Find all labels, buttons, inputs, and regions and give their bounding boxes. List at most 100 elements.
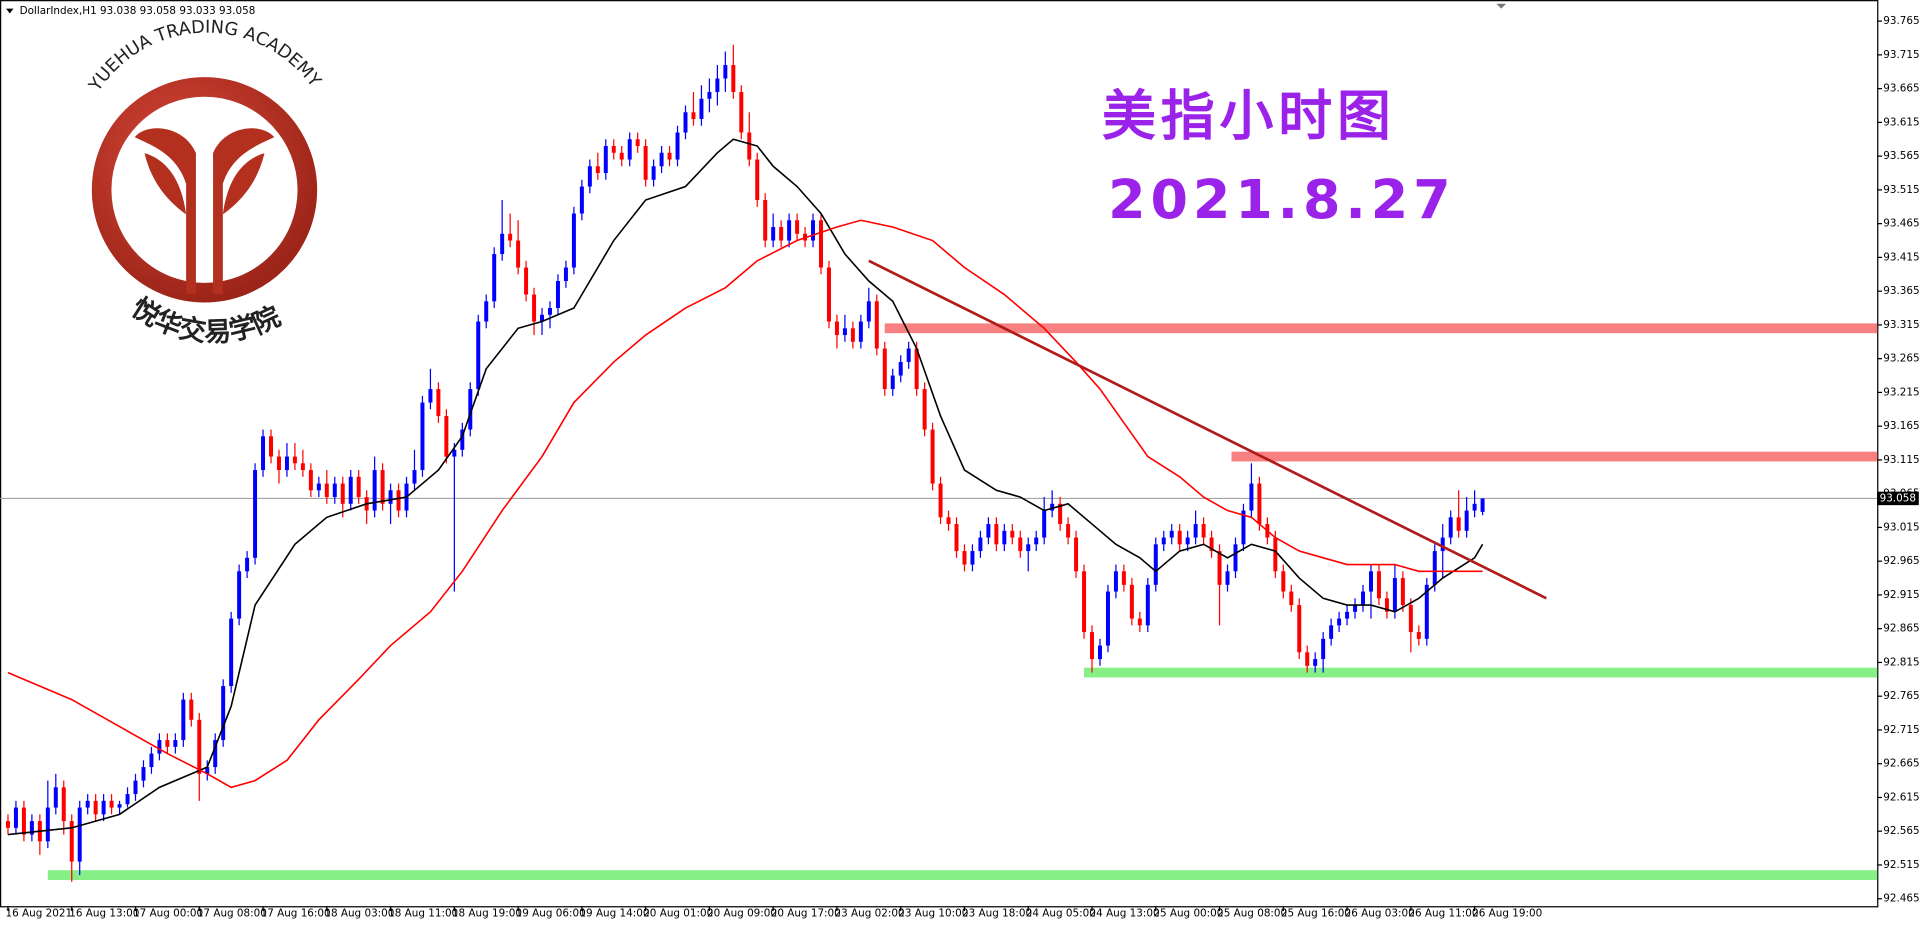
- candle-body: [922, 389, 927, 430]
- candle-body: [667, 152, 672, 160]
- candle-body: [1082, 571, 1087, 633]
- candle-body: [1424, 584, 1429, 639]
- candle-body: [858, 321, 863, 342]
- candle-body: [1153, 544, 1158, 585]
- y-tick-label: 93.715: [1883, 49, 1919, 61]
- level-zone: [1231, 451, 1878, 462]
- candle-body: [372, 470, 377, 511]
- candle-body: [1408, 605, 1413, 633]
- x-tick-label: 25 Aug 00:00: [1153, 908, 1223, 920]
- candle-body: [834, 321, 839, 336]
- y-tick-label: 93.615: [1883, 116, 1919, 128]
- candle-body: [1464, 510, 1469, 531]
- candle-body: [125, 794, 130, 805]
- shift-marker: [1496, 3, 1507, 9]
- candle-body: [516, 240, 521, 268]
- candle-body: [787, 220, 792, 241]
- candle-body: [340, 483, 345, 504]
- candle-body: [1456, 517, 1461, 531]
- candle-body: [1050, 503, 1055, 511]
- candle-body: [739, 92, 744, 133]
- header-value: 93.033: [179, 5, 215, 17]
- candle-body: [1368, 571, 1373, 592]
- candle-body: [428, 389, 433, 403]
- header-value: 93.058: [140, 5, 176, 17]
- overlay-line: [7, 138, 1484, 836]
- candle-body: [890, 375, 895, 390]
- candle-body: [675, 132, 680, 160]
- y-tick-label: 92.715: [1883, 724, 1919, 736]
- candle-body: [492, 254, 497, 302]
- x-tick-label: 26 Aug 19:00: [1472, 908, 1542, 920]
- y-tick-label: 93.365: [1883, 285, 1919, 297]
- candle-body: [723, 65, 728, 79]
- x-tick-label: 18 Aug 11:00: [388, 908, 458, 920]
- candle-body: [69, 821, 74, 862]
- menu-arrow[interactable]: [6, 8, 14, 14]
- y-tick-label: 93.765: [1883, 15, 1919, 27]
- candle-body: [261, 436, 266, 471]
- x-tick-label: 17 Aug 00:00: [133, 908, 203, 920]
- candle-body: [795, 220, 800, 234]
- price-label: 93.058: [1880, 492, 1916, 504]
- candle-body: [380, 470, 385, 504]
- candle-body: [555, 281, 560, 309]
- candle-body: [1034, 537, 1039, 545]
- y-tick-label: 93.515: [1883, 184, 1919, 196]
- candle-body: [269, 436, 274, 457]
- candle-body: [45, 807, 50, 842]
- candle-body: [978, 537, 983, 552]
- candle-body: [1400, 578, 1405, 606]
- x-tick-label: 19 Aug 06:00: [516, 908, 586, 920]
- price-label-box: [1877, 491, 1919, 506]
- candle-body: [571, 213, 576, 268]
- candle-body: [946, 517, 951, 525]
- x-tick-label: 24 Aug 13:00: [1090, 908, 1160, 920]
- candle-body: [811, 220, 816, 241]
- candle-body: [731, 65, 736, 93]
- candle-body: [779, 227, 784, 241]
- candle-body: [747, 132, 752, 160]
- candle-body: [93, 800, 98, 815]
- candle-body: [898, 362, 903, 376]
- candle-body: [109, 800, 114, 808]
- candle-body: [412, 470, 417, 484]
- level-zone: [47, 870, 1878, 880]
- candle-body: [21, 807, 26, 835]
- y-tick-label: 93.015: [1883, 521, 1919, 533]
- candle-body: [635, 139, 640, 147]
- candle-body: [149, 753, 154, 768]
- candle-body: [1233, 544, 1238, 572]
- x-tick-label: 20 Aug 09:00: [707, 908, 777, 920]
- candle-body: [1145, 584, 1150, 626]
- candle-body: [300, 463, 305, 471]
- candle-body: [986, 524, 991, 538]
- y-tick-label: 93.665: [1883, 83, 1919, 95]
- candle-body: [524, 267, 529, 295]
- x-tick-label: 20 Aug 17:00: [771, 908, 841, 920]
- y-tick-label: 93.165: [1883, 420, 1919, 432]
- candle-body: [643, 146, 648, 180]
- candle-body: [532, 294, 537, 322]
- y-tick-label: 93.565: [1883, 150, 1919, 162]
- candle-body: [1225, 571, 1230, 585]
- y-tick-label: 92.665: [1883, 758, 1919, 770]
- candle-body: [914, 348, 919, 390]
- candle-body: [508, 233, 513, 241]
- candle-body: [189, 699, 194, 720]
- candle-body: [547, 308, 552, 315]
- candle-body: [436, 389, 441, 417]
- candle-body: [308, 470, 313, 491]
- candle-body: [1289, 591, 1294, 606]
- candle-body: [460, 429, 465, 450]
- candle-body: [1121, 571, 1126, 585]
- candle-body: [1201, 524, 1206, 538]
- candle-body: [1217, 551, 1222, 585]
- candle-body: [1105, 591, 1110, 646]
- candle-body: [77, 807, 82, 862]
- logo-mark: [144, 153, 265, 215]
- candle-body: [221, 686, 226, 741]
- candle-body: [715, 78, 720, 93]
- candle-body: [874, 301, 879, 349]
